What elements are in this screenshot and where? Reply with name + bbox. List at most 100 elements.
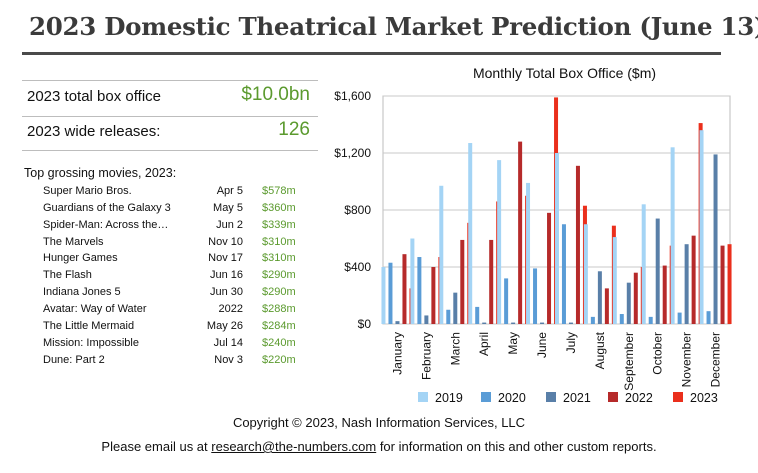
movie-row: The Marvels Nov 10 $310m xyxy=(43,236,313,253)
movie-gross: $290m xyxy=(262,286,296,299)
page-title: 2023 Domestic Theatrical Market Predicti… xyxy=(29,12,758,41)
movie-title: Hunger Games xyxy=(43,252,118,265)
legend-swatch-2022 xyxy=(608,392,618,402)
movie-gross: $578m xyxy=(262,185,296,197)
y-tick-label: $0 xyxy=(358,317,372,331)
title-divider xyxy=(22,52,721,55)
y-tick-label: $800 xyxy=(344,203,371,217)
bar-2023-december xyxy=(727,244,732,324)
movie-gross: $360m xyxy=(262,201,296,214)
legend-label-2022: 2022 xyxy=(625,391,653,405)
x-tick-label: April xyxy=(477,332,491,356)
bar-2021-september xyxy=(626,282,631,324)
bar-2019-april xyxy=(468,143,473,324)
bar-2019-may xyxy=(497,160,502,324)
stat-row-total-box-office: 2023 total box office $10.0bn xyxy=(22,80,318,115)
legend-swatch-2021 xyxy=(546,392,556,402)
movie-row: Guardians of the Galaxy 3 May 5 $360m xyxy=(43,202,313,219)
bar-2022-june xyxy=(547,212,552,324)
legend-swatch-2023 xyxy=(673,392,683,402)
movie-date: Jun 30 xyxy=(209,286,243,299)
movie-row: Super Mario Bros. Apr 5 $578m xyxy=(43,185,313,202)
movie-date: Nov 3 xyxy=(214,353,243,366)
movie-date: Apr 5 xyxy=(216,185,243,197)
legend-label-2023: 2023 xyxy=(690,391,718,405)
x-tick-label: May xyxy=(506,332,520,355)
bar-2019-january xyxy=(381,267,386,324)
bar-2021-may xyxy=(511,322,516,324)
movie-gross: $310m xyxy=(262,235,296,248)
movie-date: Nov 10 xyxy=(208,235,243,248)
bar-2022-october xyxy=(662,265,667,324)
x-tick-label: March xyxy=(448,332,462,365)
x-tick-label: November xyxy=(680,332,694,387)
chart-title: Monthly Total Box Office ($m) xyxy=(473,65,656,81)
movie-gross: $284m xyxy=(262,319,296,332)
stat-row-wide-releases: 2023 wide releases: 126 xyxy=(22,115,318,150)
bar-2022-august xyxy=(604,288,609,324)
x-tick-label: January xyxy=(390,332,404,375)
movie-date: Nov 17 xyxy=(208,252,243,265)
movie-date: Jul 14 xyxy=(213,336,243,349)
box-office-chart: Monthly Total Box Office ($m) $0 $400 $800 $… xyxy=(334,65,732,405)
bar-2021-march xyxy=(453,292,458,324)
legend-label-2020: 2020 xyxy=(498,391,526,405)
copyright-text: Copyright © 2023, Nash Information Servi… xyxy=(232,415,526,430)
movie-title: The Marvels xyxy=(43,235,104,248)
bar-2021-december xyxy=(713,154,718,324)
bar-2021-november xyxy=(684,244,689,324)
movie-gross: $339m xyxy=(262,218,296,231)
bar-2019-september xyxy=(612,237,617,324)
movie-gross: $310m xyxy=(262,252,296,265)
movie-gross: $290m xyxy=(262,269,296,282)
movie-gross: $288m xyxy=(262,302,296,315)
stat-box-total xyxy=(22,80,318,117)
bar-2020-august xyxy=(590,316,595,324)
bar-2020-october xyxy=(648,316,653,324)
bar-2021-june xyxy=(540,322,545,324)
movie-date: 2022 xyxy=(218,302,243,315)
bar-2021-april xyxy=(482,322,487,324)
movie-row: The Little Mermaid May 26 $284m xyxy=(43,320,313,337)
movie-row: Avatar: Way of Water 2022 $288m xyxy=(43,303,313,320)
movie-title: Indiana Jones 5 xyxy=(43,286,121,299)
stat-value: $10.0bn xyxy=(241,84,310,105)
bar-2022-november xyxy=(691,235,696,324)
bar-2019-march xyxy=(439,185,444,324)
contact-email-link[interactable]: research@the-numbers.com xyxy=(211,439,377,454)
movie-row: The Flash Jun 16 $290m xyxy=(43,269,313,286)
legend-label-2019: 2019 xyxy=(435,391,463,405)
y-tick-label: $1,600 xyxy=(334,89,371,103)
bar-2019-october xyxy=(641,204,646,324)
bar-2020-july xyxy=(561,224,566,324)
bar-2021-july xyxy=(568,322,573,324)
stat-label: 2023 wide releases: xyxy=(27,123,161,140)
bar-2019-december xyxy=(699,130,704,324)
bar-2021-october xyxy=(655,218,660,324)
movie-date: Jun 16 xyxy=(209,269,243,282)
x-tick-label: June xyxy=(535,332,549,358)
bar-2020-january xyxy=(388,262,393,324)
bar-2022-may xyxy=(518,141,523,324)
bar-2019-august xyxy=(583,224,588,324)
x-tick-label: October xyxy=(651,332,665,375)
bar-2019-june xyxy=(526,182,531,324)
stat-value: 126 xyxy=(278,119,310,140)
movie-row: Dune: Part 2 Nov 3 $220m xyxy=(43,354,313,371)
movie-date: Jun 2 xyxy=(216,218,243,231)
bar-2022-april xyxy=(489,239,494,324)
movie-title: The Little Mermaid xyxy=(43,319,135,332)
contact-prefix: Please email us at xyxy=(101,439,212,454)
legend-label-2021: 2021 xyxy=(563,391,591,405)
y-tick-label: $1,200 xyxy=(334,146,371,160)
movie-title: Dune: Part 2 xyxy=(43,353,105,366)
bar-2021-february xyxy=(424,315,429,324)
movie-title: Super Mario Bros. xyxy=(43,185,132,197)
x-tick-label: December xyxy=(709,332,723,387)
movie-row: Mission: Impossible Jul 14 $240m xyxy=(43,337,313,354)
movie-row: Indiana Jones 5 Jun 30 $290m xyxy=(43,286,313,303)
x-tick-label: August xyxy=(593,331,607,369)
bar-2020-march xyxy=(446,309,451,324)
bar-2021-january xyxy=(395,321,400,324)
stat-box-releases xyxy=(22,115,318,151)
